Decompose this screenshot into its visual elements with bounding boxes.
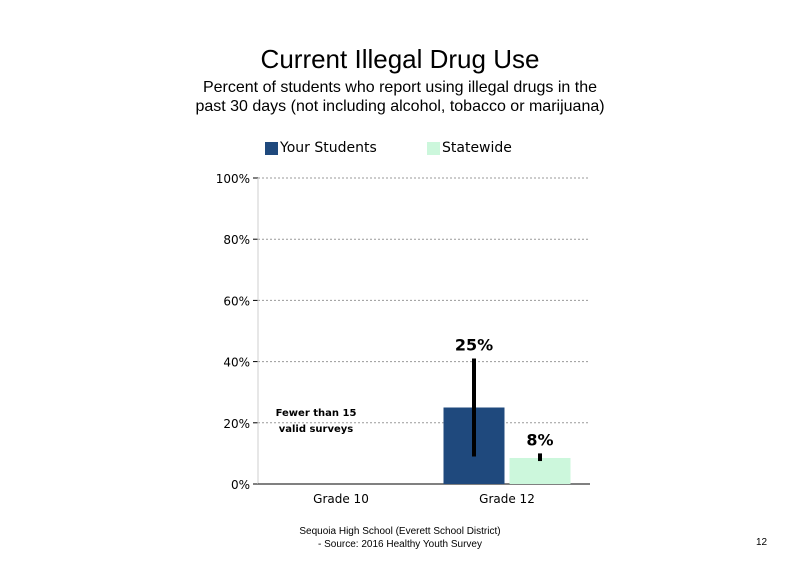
legend-item-statewide: Statewide — [427, 140, 512, 156]
chart-subtitle: Percent of students who report using ill… — [195, 79, 605, 115]
y-tick-label: 40% — [223, 356, 250, 370]
chart-legend: Your Students Statewide — [0, 140, 800, 158]
legend-label-statewide: Statewide — [442, 140, 512, 156]
chart-title: Current Illegal Drug Use — [260, 44, 540, 74]
annotation-text: valid surveys — [279, 424, 354, 435]
data-label: 8% — [526, 430, 553, 449]
y-tick-label: 20% — [223, 417, 250, 431]
chart-footer: Sequoia High School (Everett School Dist… — [230, 525, 570, 551]
annotation-text: Fewer than 15 — [276, 408, 357, 419]
legend-swatch-your-students — [265, 141, 278, 155]
footer-source-line: - Source: 2016 Healthy Youth Survey — [318, 539, 482, 550]
data-label: 25% — [455, 336, 493, 355]
legend-label-your-students: Your Students — [280, 140, 377, 156]
x-tick-label: Grade 10 — [313, 492, 369, 506]
y-tick-label: 100% — [216, 172, 250, 186]
page-number: 12 — [756, 537, 768, 548]
y-tick-label: 0% — [231, 478, 250, 492]
bar — [509, 457, 571, 484]
legend-item-your-students: Your Students — [265, 140, 377, 156]
y-tick-label: 80% — [223, 233, 250, 247]
x-tick-label: Grade 12 — [479, 492, 535, 506]
legend-swatch-statewide — [427, 141, 440, 155]
y-tick-label: 60% — [223, 294, 250, 308]
footer-school-line: Sequoia High School (Everett School Dist… — [299, 526, 501, 537]
